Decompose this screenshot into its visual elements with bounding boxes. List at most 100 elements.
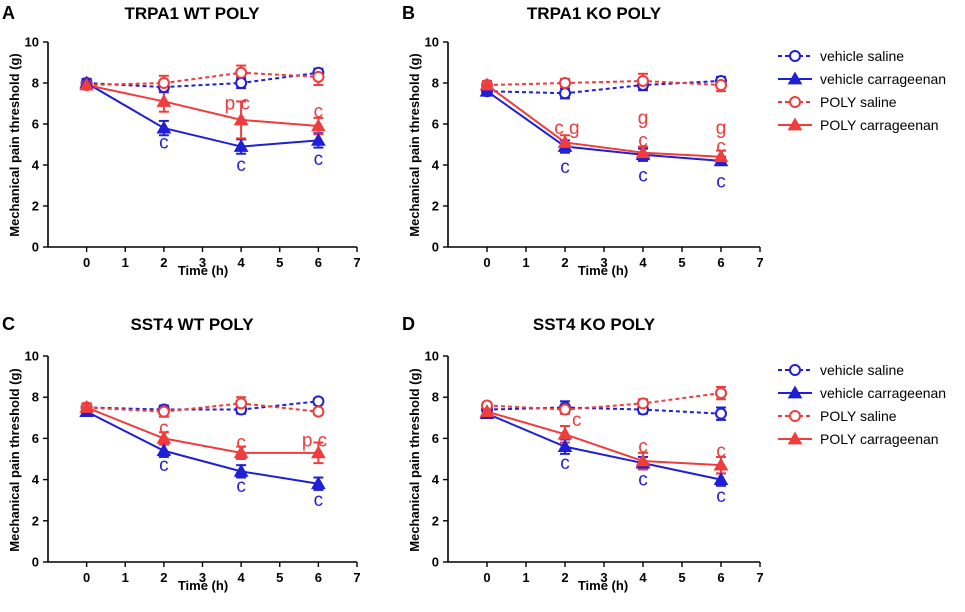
series-line-vehicle-saline — [86, 400, 319, 411]
chart-title: SST4 WT POLY — [130, 315, 254, 334]
x-tick-label: 0 — [483, 570, 490, 585]
series-line-poly-saline — [486, 79, 722, 87]
data-point-vehicle-carrageenan — [233, 463, 249, 477]
significance-label: p c — [302, 430, 327, 451]
x-tick-label: 0 — [83, 570, 90, 585]
data-point-poly-saline — [157, 405, 170, 418]
data-point-poly-saline — [312, 70, 325, 83]
y-tick-label: 0 — [432, 555, 439, 570]
x-tick-label: 5 — [276, 570, 283, 585]
data-point-poly-saline — [559, 77, 571, 89]
data-point-poly-carrageenan — [233, 112, 249, 126]
y-tick-label: 8 — [32, 390, 39, 405]
x-tick-label: 2 — [561, 570, 568, 585]
data-point-vehicle-saline — [715, 407, 727, 420]
data-point-poly-carrageenan — [311, 445, 326, 459]
x-tick-label: 4 — [639, 570, 647, 585]
x-tick-label: 3 — [199, 570, 206, 585]
chart-title: SST4 KO POLY — [533, 315, 656, 334]
panel-letter: A — [2, 3, 15, 23]
data-point-poly-carrageenan — [479, 77, 495, 91]
y-tick-label: 8 — [32, 76, 39, 91]
y-tick-label: 6 — [32, 117, 39, 132]
data-point-poly-saline — [559, 403, 571, 416]
data-point-poly-carrageenan — [311, 118, 326, 132]
series-line-vehicle-saline — [86, 71, 319, 89]
chart-title: TRPA1 WT POLY — [124, 4, 260, 23]
significance-label: c — [638, 470, 648, 491]
data-point-poly-saline — [637, 74, 649, 87]
significance-label: g — [716, 118, 727, 139]
x-tick-label: 5 — [678, 570, 685, 585]
chart-panel-c: C SST4 WT POLY 0 2 4 6 8 10 0 1 2 3 4 5 6 7 Time (h) Mech… — [2, 314, 361, 593]
legend-marker — [787, 385, 803, 399]
significance-label: c — [716, 441, 726, 462]
data-point-poly-carrageenan — [156, 93, 172, 107]
y-tick-label: 2 — [432, 199, 439, 214]
legend-label: vehicle carrageenan — [820, 385, 946, 401]
x-tick-label: 4 — [238, 570, 246, 585]
data-point-poly-saline — [312, 405, 325, 418]
y-tick-label: 4 — [432, 472, 440, 487]
chart-panel-d: D SST4 KO POLY 0 2 4 6 8 10 0 1 2 3 4 5 6 7 Time (h) Mech… — [402, 314, 946, 593]
significance-label: c — [314, 149, 324, 170]
legend-label: vehicle carrageenan — [820, 71, 946, 87]
x-tick-label: 0 — [83, 255, 90, 270]
y-tick-label: 8 — [432, 76, 439, 91]
x-tick-label: 6 — [717, 255, 724, 270]
y-tick-label: 6 — [432, 431, 439, 446]
panel-letter: D — [402, 314, 415, 334]
legend-label: POLY carrageenan — [820, 117, 939, 133]
significance-label: c — [236, 476, 246, 497]
y-tick-label: 10 — [25, 349, 39, 364]
significance-label: p c — [225, 94, 250, 115]
data-point-vehicle-carrageenan — [713, 472, 729, 485]
data-point-poly-carrageenan — [479, 404, 495, 417]
data-point-poly-carrageenan — [557, 426, 573, 440]
legend-marker — [789, 96, 801, 108]
legend: vehicle saline vehicle carrageenan POLY sa… — [778, 48, 946, 133]
data-point-vehicle-saline — [235, 77, 248, 89]
data-point-poly-carrageenan — [713, 149, 729, 163]
x-tick-label: 7 — [756, 570, 763, 585]
series-line-poly-carrageenan — [486, 410, 722, 467]
y-tick-label: 2 — [432, 513, 439, 528]
series-line-poly-carrageenan — [86, 406, 319, 454]
data-point-poly-carrageenan — [79, 399, 94, 413]
data-point-poly-carrageenan — [233, 445, 249, 459]
x-tick-label: 5 — [678, 255, 685, 270]
x-axis-label: Time (h) — [178, 578, 228, 593]
legend-label: POLY saline — [820, 94, 897, 110]
y-tick-label: 10 — [425, 349, 439, 364]
panel-letter: B — [402, 3, 415, 23]
series-line-poly-saline — [86, 71, 319, 87]
series-line-vehicle-carrageenan — [486, 90, 722, 162]
significance-label: c — [638, 437, 648, 458]
legend-marker — [787, 117, 803, 131]
y-axis-label: Mechanical pain threshold (g) — [7, 368, 22, 551]
data-point-vehicle-carrageenan — [311, 476, 326, 490]
x-axis-label: Time (h) — [578, 263, 628, 278]
significance-label: c — [638, 165, 648, 186]
x-axis-label: Time (h) — [578, 578, 628, 593]
legend-label: vehicle saline — [820, 362, 904, 378]
data-point-poly-saline — [715, 387, 727, 400]
x-tick-label: 7 — [353, 570, 360, 585]
y-tick-label: 0 — [432, 240, 439, 255]
significance-label: c — [314, 102, 324, 123]
y-axis-label: Mechanical pain threshold (g) — [407, 368, 422, 551]
legend-marker — [789, 410, 801, 422]
series-line-vehicle-carrageenan — [86, 410, 319, 485]
x-tick-label: 4 — [639, 255, 647, 270]
chart-title: TRPA1 KO POLY — [527, 4, 662, 23]
significance-label: c g — [554, 118, 579, 139]
data-point-vehicle-saline — [559, 87, 571, 100]
x-tick-label: 3 — [199, 255, 206, 270]
x-axis-label: Time (h) — [178, 263, 228, 278]
data-point-vehicle-carrageenan — [233, 139, 249, 152]
legend-label: POLY carrageenan — [820, 431, 939, 447]
significance-label: c — [159, 132, 169, 153]
y-tick-label: 10 — [25, 35, 39, 50]
y-axis-label: Mechanical pain threshold (g) — [7, 53, 22, 236]
